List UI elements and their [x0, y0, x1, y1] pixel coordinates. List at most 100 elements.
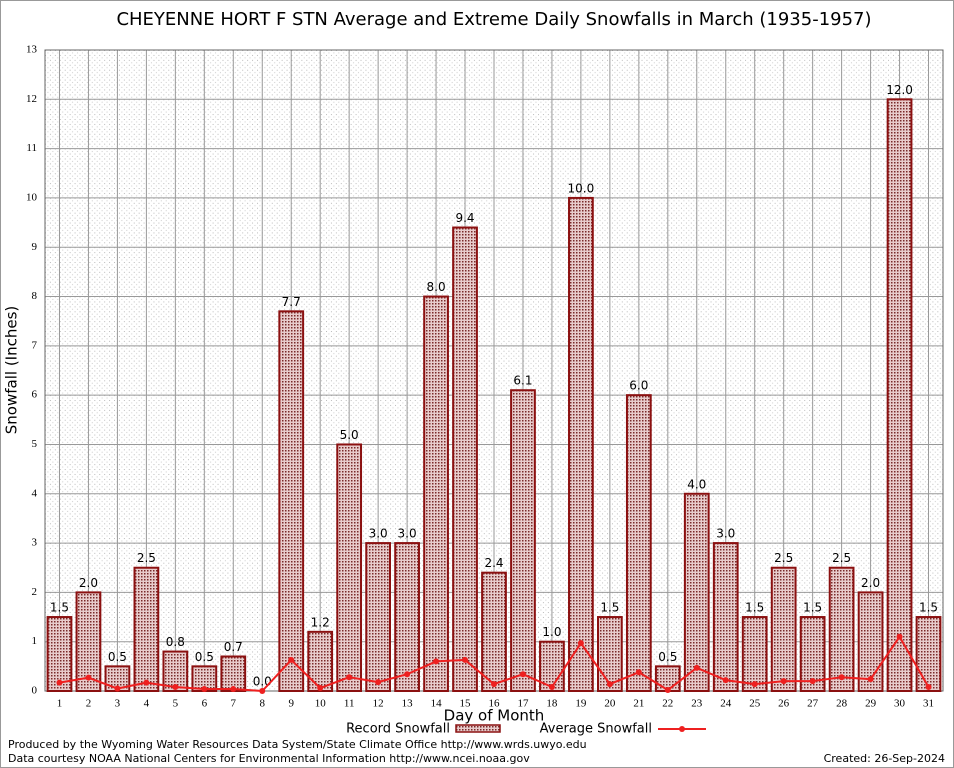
marker [780, 678, 787, 685]
value-label: 12.0 [886, 83, 913, 97]
x-tick-label: 25 [749, 698, 761, 710]
x-tick-label: 13 [402, 698, 414, 710]
marker [462, 656, 469, 663]
bar [568, 196, 594, 693]
value-label: 0.5 [658, 650, 677, 664]
x-tick-label: 8 [260, 698, 266, 710]
bar [683, 492, 710, 692]
marker [722, 677, 729, 684]
value-label: 1.0 [542, 625, 561, 639]
bar [423, 295, 449, 692]
marker [519, 671, 526, 678]
marker [288, 656, 295, 663]
value-label: 0.7 [224, 640, 243, 654]
legend-swatch [679, 726, 685, 732]
marker [346, 674, 353, 681]
created-date: Created: 26-Sep-2024 [824, 752, 945, 765]
y-tick-label: 1 [32, 635, 38, 647]
value-label: 2.0 [79, 576, 98, 590]
marker [606, 681, 613, 688]
x-tick-label: 1 [57, 698, 63, 710]
bar [75, 591, 102, 693]
marker [56, 679, 63, 686]
bar [596, 616, 623, 692]
y-tick-label: 12 [26, 93, 37, 105]
y-tick-label: 8 [32, 290, 38, 302]
y-tick-label: 2 [32, 586, 38, 598]
value-label: 10.0 [568, 181, 595, 195]
value-label: 8.0 [427, 280, 446, 294]
bar [278, 310, 305, 692]
marker [114, 685, 121, 692]
value-label: 0.8 [166, 635, 185, 649]
footer: Data courtesy NOAA National Centers for … [8, 752, 530, 765]
marker [85, 674, 92, 681]
value-label: 6.1 [513, 374, 532, 388]
y-tick-label: 11 [26, 142, 37, 154]
bar [481, 571, 507, 693]
value-label: 2.4 [484, 556, 503, 570]
legend-label: Average Snowfall [540, 722, 652, 737]
value-label: 6.0 [629, 379, 648, 393]
marker [635, 669, 642, 676]
marker [404, 671, 411, 678]
value-label: 2.5 [832, 551, 851, 565]
x-tick-label: 16 [489, 698, 501, 710]
y-tick-label: 3 [32, 537, 38, 549]
value-label: 1.5 [50, 601, 69, 615]
x-tick-label: 11 [344, 698, 355, 710]
marker [896, 633, 903, 640]
marker [577, 640, 584, 647]
value-label: 3.0 [398, 527, 417, 541]
bar [452, 226, 478, 692]
value-label: 0.5 [195, 650, 214, 664]
y-tick-label: 13 [26, 44, 38, 56]
marker [925, 684, 932, 691]
marker [259, 688, 266, 694]
x-tick-label: 4 [144, 698, 150, 710]
value-label: 9.4 [455, 211, 474, 225]
marker [433, 658, 440, 665]
x-tick-label: 10 [315, 698, 327, 710]
marker [809, 678, 816, 685]
x-tick-label: 27 [807, 698, 819, 710]
x-tick-label: 31 [923, 698, 934, 710]
bar [712, 542, 739, 692]
x-tick-label: 14 [431, 698, 443, 710]
marker [375, 679, 382, 686]
x-tick-label: 2 [86, 698, 92, 710]
x-tick-label: 20 [604, 698, 616, 710]
marker [230, 686, 237, 693]
bar [799, 616, 826, 692]
x-tick-label: 28 [836, 698, 848, 710]
y-tick-label: 10 [26, 191, 38, 203]
x-tick-label: 19 [575, 698, 587, 710]
marker [548, 684, 555, 691]
value-label: 3.0 [369, 527, 388, 541]
y-axis-label: Snowfall (Inches) [3, 306, 21, 434]
bar [625, 394, 652, 692]
bar [336, 443, 363, 693]
y-tick-label: 0 [32, 685, 38, 697]
marker [201, 686, 208, 693]
marker [838, 674, 845, 681]
x-tick-label: 17 [517, 698, 529, 710]
marker [664, 687, 671, 694]
bar [365, 542, 392, 692]
y-tick-label: 9 [32, 241, 38, 253]
marker [172, 684, 179, 691]
x-tick-label: 24 [720, 698, 732, 710]
x-tick-label: 18 [546, 698, 558, 710]
value-label: 1.2 [311, 615, 330, 629]
bar [510, 389, 536, 692]
value-label: 1.5 [745, 601, 764, 615]
bar [857, 591, 884, 693]
value-label: 7.7 [282, 295, 301, 309]
legend-swatch [455, 724, 501, 733]
x-tick-label: 5 [173, 698, 179, 710]
value-label: 2.5 [137, 551, 156, 565]
value-label: 2.0 [861, 576, 880, 590]
bar [394, 542, 420, 692]
y-tick-label: 5 [32, 438, 38, 450]
x-tick-label: 7 [231, 698, 237, 710]
